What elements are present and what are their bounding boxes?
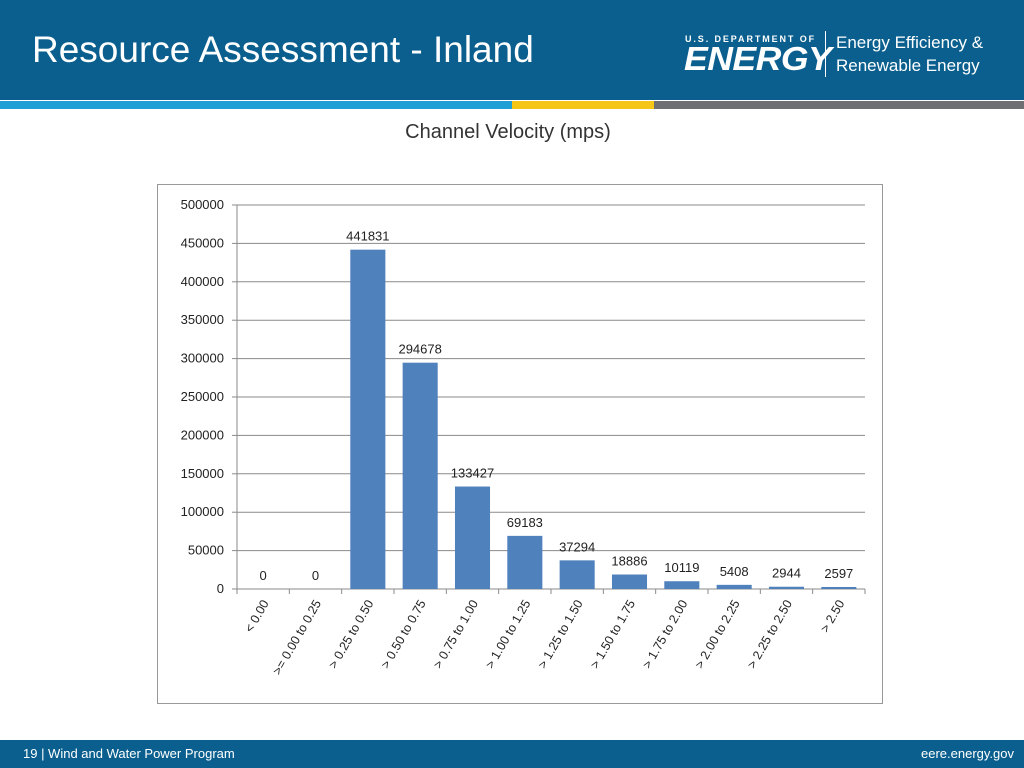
- x-tick-label: > 2.25 to 2.50: [745, 597, 796, 671]
- data-label: 10119: [664, 560, 699, 575]
- data-label: 133427: [451, 466, 494, 481]
- accent-stripe-cyan: [0, 101, 512, 109]
- bar: [454, 486, 491, 589]
- y-tick-label: 450000: [181, 235, 224, 250]
- bar: [350, 249, 386, 589]
- y-tick-label: 500000: [181, 197, 224, 212]
- data-label: 0: [312, 568, 319, 583]
- footer-bar: 19 | Wind and Water Power Program eere.e…: [0, 740, 1024, 768]
- y-tick-label: 50000: [188, 543, 224, 558]
- data-label: 69183: [507, 515, 543, 530]
- y-tick-label: 250000: [181, 389, 224, 404]
- bar: [768, 586, 805, 589]
- doe-logo-small-text: U.S. DEPARTMENT OF: [685, 34, 817, 44]
- y-tick-label: 0: [217, 581, 224, 596]
- x-tick-label: > 0.50 to 0.75: [378, 597, 429, 671]
- y-tick-label: 150000: [181, 466, 224, 481]
- x-tick-label: > 2.00 to 2.25: [692, 597, 743, 671]
- data-label: 2944: [772, 566, 801, 581]
- x-tick-label: > 2.50: [818, 597, 848, 634]
- footer-page-info: 19 | Wind and Water Power Program: [23, 746, 235, 761]
- y-tick-label: 300000: [181, 351, 224, 366]
- slide-title: Resource Assessment - Inland: [32, 29, 534, 70]
- data-label: 294678: [398, 342, 441, 357]
- chart-frame: 0 50000 100000 150000 200000 250000 300000 3500…: [157, 184, 883, 704]
- bar: [402, 362, 438, 589]
- x-tick-label: > 1.00 to 1.25: [483, 597, 534, 671]
- logo-divider: [825, 31, 826, 77]
- x-tick-label: > 1.50 to 1.75: [588, 597, 639, 671]
- office-name-line1: Energy Efficiency &: [836, 33, 984, 52]
- bar: [821, 587, 857, 589]
- x-tick-label: >= 0.00 to 0.25: [270, 597, 324, 677]
- y-tick-label: 100000: [181, 504, 224, 519]
- y-tick-label: 400000: [181, 274, 224, 289]
- data-label: 18886: [611, 553, 647, 568]
- y-tick-label: 350000: [181, 312, 224, 327]
- header-bar: Resource Assessment - Inland U.S. DEPART…: [0, 0, 1024, 100]
- data-label: 37294: [559, 539, 595, 554]
- bar: [559, 560, 595, 589]
- x-tick-label: > 0.75 to 1.00: [431, 597, 482, 671]
- data-label: 441831: [346, 229, 389, 244]
- chart-title: Channel Velocity (mps): [405, 121, 611, 143]
- x-tick-label: < 0.00: [242, 597, 272, 634]
- y-tick-label: 200000: [181, 427, 224, 442]
- x-tick-label: > 1.75 to 2.00: [640, 597, 691, 671]
- x-tick-label: > 0.25 to 0.50: [326, 597, 377, 671]
- doe-logo-energy-wordmark: ENERGY: [684, 40, 832, 77]
- data-label: 2597: [824, 566, 853, 581]
- footer-website: eere.energy.gov: [921, 746, 1014, 761]
- bar: [507, 535, 543, 589]
- data-label: 5408: [720, 564, 749, 579]
- bar: [716, 584, 752, 589]
- office-name-line2: Renewable Energy: [836, 56, 980, 75]
- bar-chart: 0 50000 100000 150000 200000 250000 300000 3500…: [181, 197, 866, 677]
- bar: [664, 581, 700, 589]
- bar: [611, 574, 648, 589]
- accent-stripe-yellow: [512, 101, 654, 109]
- accent-stripe-gray: [654, 101, 1024, 109]
- data-label: 0: [260, 568, 267, 583]
- office-name: Energy Efficiency & Renewable Energy: [836, 31, 983, 77]
- x-tick-label: > 1.25 to 1.50: [535, 597, 586, 671]
